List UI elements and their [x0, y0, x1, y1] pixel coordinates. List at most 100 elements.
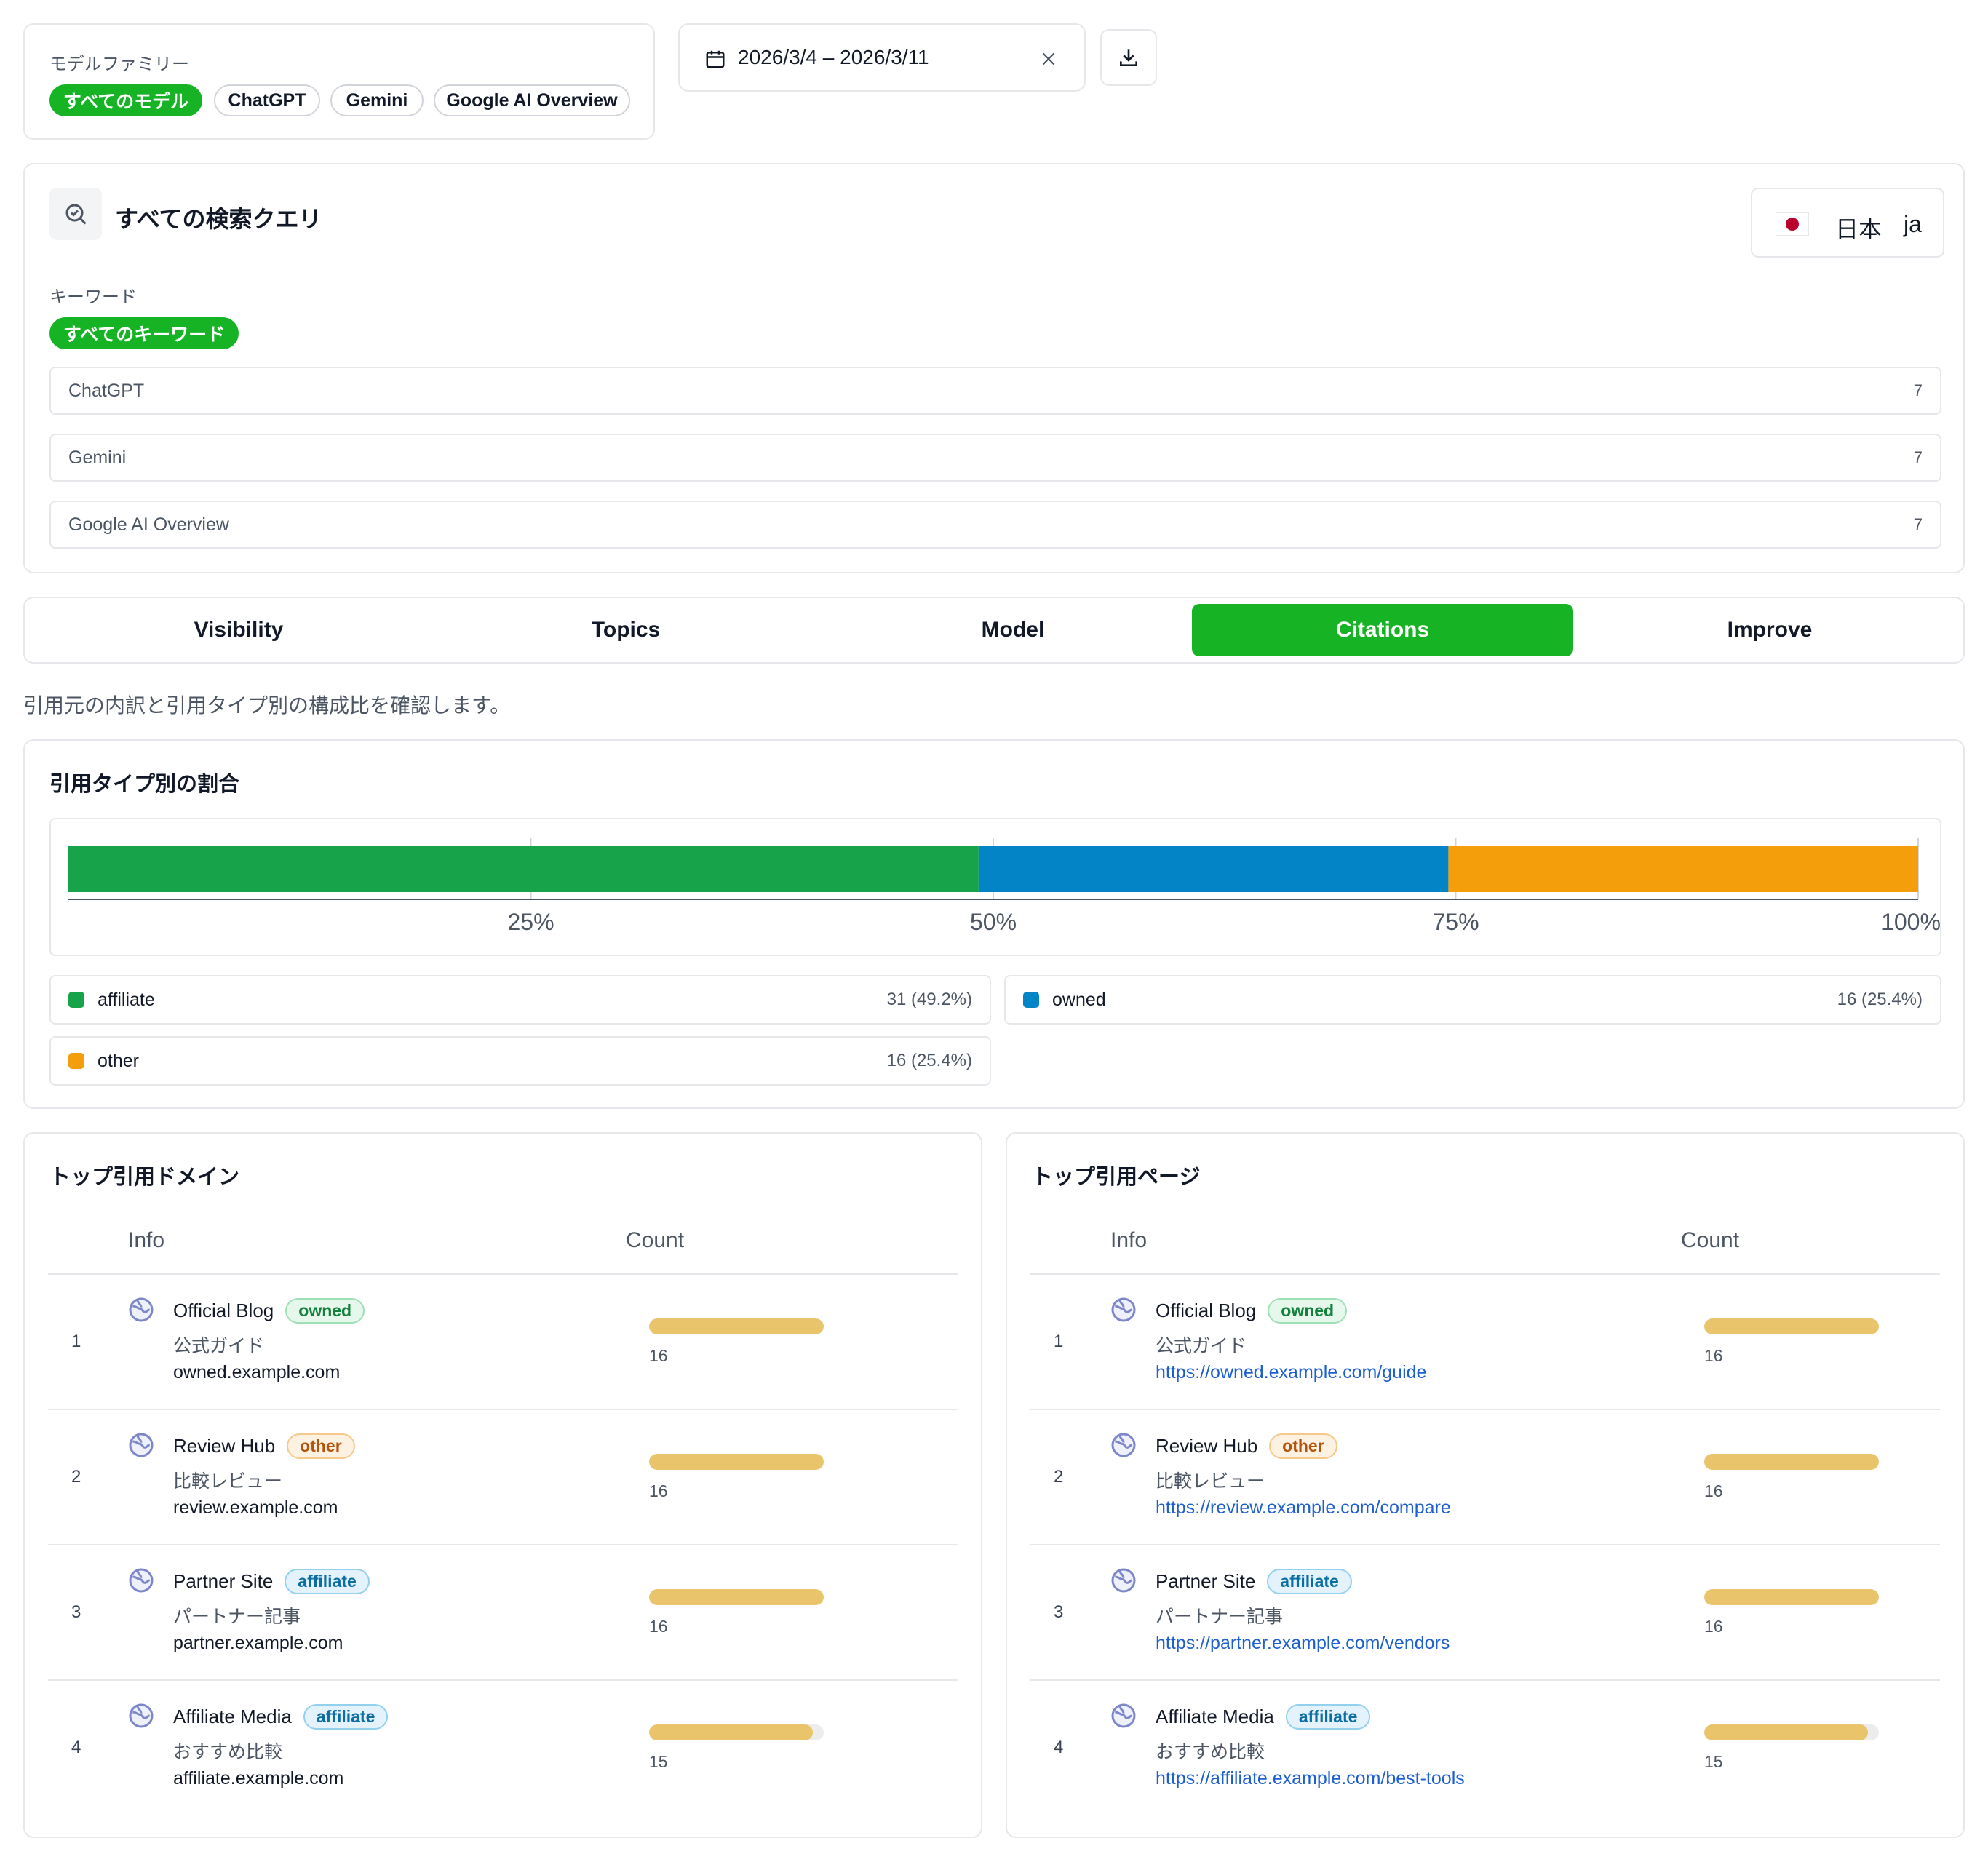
clear-date-icon[interactable]	[1039, 49, 1058, 68]
globe-icon	[1111, 1433, 1136, 1457]
tab-topics[interactable]: Topics	[591, 618, 661, 642]
row-rank: 4	[1054, 1738, 1064, 1757]
header-divider	[1030, 1273, 1940, 1275]
legend-other: other 16 (25.4%)	[49, 1036, 991, 1086]
table-row[interactable]: 3 Partner Site affiliate パートナー記事 https://par…	[1030, 1545, 1940, 1681]
country-lang: ja	[1904, 211, 1922, 237]
top-domains-card: トップ引用ドメイン Info Count 1 Official Blog owned…	[23, 1132, 982, 1838]
table-row[interactable]: 1 Official Blog owned 公式ガイド owned.example.co…	[48, 1275, 958, 1410]
page-description: 引用元の内訳と引用タイプ別の構成比を確認します。	[23, 694, 511, 717]
citation-type-chart: 25% 50% 75% 100%	[49, 818, 1941, 956]
row-rank: 2	[1054, 1467, 1064, 1487]
row-name: Official Blog	[173, 1299, 274, 1321]
row-name: Official Blog	[1156, 1299, 1257, 1321]
globe-icon	[1111, 1568, 1136, 1593]
tab-citations[interactable]: Citations	[1192, 604, 1573, 656]
legend-value: 31 (49.2%)	[886, 990, 972, 1009]
row-name-line: Affiliate Media affiliate	[173, 1701, 389, 1732]
count-bar	[1704, 1724, 1879, 1740]
table-row[interactable]: 3 Partner Site affiliate パートナー記事 partner.exa…	[48, 1545, 958, 1681]
type-badge: affiliate	[303, 1703, 389, 1730]
table-row[interactable]: 4 Affiliate Media affiliate おすすめ比較 affiliate…	[48, 1681, 958, 1816]
chip-chatgpt[interactable]: ChatGPT	[214, 84, 320, 116]
row-name: Partner Site	[173, 1569, 274, 1592]
download-icon	[1120, 49, 1137, 66]
row-name-line: Review Hub other	[173, 1431, 355, 1461]
row-name-line: Review Hub other	[1156, 1431, 1337, 1461]
row-subtitle: パートナー記事	[1156, 1607, 1284, 1627]
model-family-card: モデルファミリー すべてのモデル ChatGPT Gemini Google A…	[23, 23, 655, 140]
count-bar-fill	[1704, 1454, 1879, 1470]
legend-label: other	[98, 1050, 139, 1071]
chip-all-keywords[interactable]: すべてのキーワード	[49, 317, 239, 349]
query-title: すべての検索クエリ	[115, 206, 322, 232]
row-name-line: Official Blog owned	[173, 1295, 365, 1326]
keyword-row-google-ai-overview[interactable]: Google AI Overview 7	[49, 501, 1941, 549]
x-tick-label: 100%	[1881, 909, 1940, 935]
row-url-link[interactable]: https://owned.example.com/guide	[1156, 1362, 1427, 1382]
search-check-icon	[65, 204, 87, 225]
count-bar-fill	[649, 1724, 813, 1740]
chip-gemini[interactable]: Gemini	[330, 84, 424, 116]
row-name-line: Partner Site affiliate	[1156, 1566, 1352, 1596]
top-pages-card: トップ引用ページ Info Count 1 Official Blog owned 公…	[1006, 1132, 1965, 1838]
date-range-picker[interactable]: 2026/3/4 – 2026/3/11	[678, 23, 1086, 92]
row-rank: 3	[71, 1602, 81, 1622]
tab-model[interactable]: Model	[981, 618, 1045, 642]
legend-owned: owned 16 (25.4%)	[1004, 975, 1941, 1025]
chip-google-ai-overview[interactable]: Google AI Overview	[434, 84, 630, 116]
legend-value: 16 (25.4%)	[886, 1051, 972, 1070]
keyword-row-count: 7	[1913, 381, 1923, 399]
row-url-link[interactable]: https://partner.example.com/vendors	[1156, 1633, 1450, 1653]
row-url-link[interactable]: https://affiliate.example.com/best-tools	[1156, 1768, 1465, 1789]
keyword-row-label: ChatGPT	[68, 380, 145, 401]
row-subtitle: 比較レビュー	[173, 1471, 283, 1492]
table-row[interactable]: 4 Affiliate Media affiliate おすすめ比較 https://a…	[1030, 1681, 1940, 1816]
bar-segment-affiliate[interactable]	[68, 846, 979, 892]
globe-icon	[1111, 1297, 1136, 1322]
tab-improve[interactable]: Improve	[1727, 618, 1813, 642]
row-name: Partner Site	[1156, 1569, 1256, 1592]
row-name-line: Affiliate Media affiliate	[1156, 1701, 1371, 1732]
type-badge: affiliate	[285, 1568, 370, 1594]
row-subtitle: おすすめ比較	[1156, 1742, 1265, 1762]
globe-icon	[129, 1433, 154, 1457]
col-info-header: Info	[128, 1228, 165, 1252]
count-value: 16	[649, 1481, 668, 1500]
row-url-link[interactable]: https://review.example.com/compare	[1156, 1497, 1451, 1518]
country-selector[interactable]: 日本 ja	[1751, 188, 1944, 258]
legend-swatch	[68, 1053, 84, 1069]
table-row[interactable]: 2 Review Hub other 比較レビュー review.example.com…	[48, 1410, 958, 1545]
keyword-row-count: 7	[1913, 515, 1923, 533]
calendar-icon	[706, 50, 725, 68]
count-value: 15	[1704, 1752, 1723, 1771]
stacked-bar-svg: 25% 50% 75% 100%	[68, 838, 1940, 935]
citation-type-card: 引用タイプ別の割合 25% 50% 75% 100% affiliate 31 (49…	[23, 739, 1965, 1109]
table-row[interactable]: 2 Review Hub other 比較レビュー https://review.exa…	[1030, 1410, 1940, 1545]
keyword-row-chatgpt[interactable]: ChatGPT 7	[49, 367, 1941, 415]
row-name: Review Hub	[173, 1434, 276, 1457]
count-value: 16	[649, 1617, 668, 1636]
row-rank: 2	[71, 1467, 81, 1487]
legend-swatch	[68, 992, 84, 1008]
row-domain: partner.example.com	[173, 1633, 343, 1653]
row-subtitle: 比較レビュー	[1156, 1471, 1265, 1492]
row-rank: 1	[71, 1332, 81, 1351]
query-card: すべての検索クエリ 日本 ja キーワード すべてのキーワード ChatGPT …	[23, 163, 1965, 573]
keyword-row-gemini[interactable]: Gemini 7	[49, 434, 1941, 482]
bar-segment-owned[interactable]	[978, 846, 1449, 892]
count-value: 16	[1704, 1481, 1723, 1500]
keyword-row-count: 7	[1913, 448, 1923, 466]
tab-visibility[interactable]: Visibility	[194, 618, 284, 642]
row-subtitle: おすすめ比較	[173, 1742, 283, 1762]
bar-segment-other[interactable]	[1448, 846, 1918, 892]
row-domain: owned.example.com	[173, 1362, 341, 1382]
col-count-header: Count	[1681, 1228, 1740, 1252]
download-button[interactable]	[1100, 29, 1157, 86]
table-row[interactable]: 1 Official Blog owned 公式ガイド https://owned.ex…	[1030, 1275, 1940, 1410]
query-icon-box	[49, 188, 102, 240]
count-bar	[1704, 1318, 1879, 1334]
legend-label: owned	[1052, 989, 1106, 1010]
col-info-header: Info	[1110, 1228, 1148, 1252]
chip-all-models[interactable]: すべてのモデル	[49, 84, 202, 116]
